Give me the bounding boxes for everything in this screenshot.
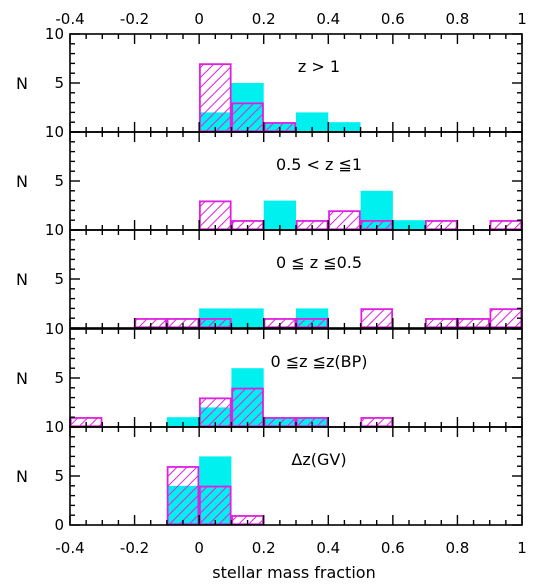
- panel-label: Δz(GV): [291, 450, 346, 469]
- y-tick-label: 5: [54, 369, 64, 387]
- bottom-x-tick-labels: -0.4 -0.2 0 0.2 0.4 0.6 0.8 1: [55, 539, 526, 557]
- top-x-tick-label: 0.6: [381, 10, 405, 28]
- y-tick-label: 10: [45, 221, 64, 239]
- panel-label: z > 1: [298, 57, 340, 76]
- top-x-tick-label: 0: [194, 10, 204, 28]
- y-tick-label: 10: [45, 123, 64, 141]
- top-x-tick-label: -0.4: [55, 10, 84, 28]
- top-x-tick-label: 0.2: [252, 10, 276, 28]
- top-x-tick-label: 0.8: [445, 10, 469, 28]
- panel-label: 0 ≦z ≦z(BP): [270, 352, 367, 371]
- y-axis-label: N: [16, 369, 28, 388]
- y-axis-label: N: [16, 270, 28, 289]
- y-tick-label: 10: [45, 418, 64, 436]
- histogram-panel: 5 10 N 0 ≦ z ≦0.5: [16, 221, 523, 329]
- y-axis-label: N: [16, 74, 28, 93]
- y-tick-label: 5: [54, 74, 64, 92]
- bottom-x-tick-label: 0.4: [316, 539, 340, 557]
- histogram-bar-filled: [296, 112, 329, 132]
- y-tick-label: 5: [54, 172, 64, 190]
- panel-label: 0 ≦ z ≦0.5: [276, 253, 362, 272]
- x-axis-label: stellar mass fraction: [212, 563, 375, 582]
- histogram-bar-hatched: [198, 485, 232, 526]
- histogram-panel: 5 10 N 0.5 < z ≦1: [16, 123, 523, 231]
- panel-frame: [69, 328, 523, 428]
- bottom-x-tick-label: 0.6: [381, 539, 405, 557]
- y-tick-label: 5: [54, 467, 64, 485]
- bottom-x-tick-label: -0.4: [55, 539, 84, 557]
- y-tick-label: 10: [45, 320, 64, 338]
- histogram-bar-hatched: [198, 397, 232, 428]
- histogram-bar-hatched: [231, 387, 264, 428]
- panels: 5 10 Nz > 1 5 10 N 0.5 < z ≦1 5 10 N 0 ≦ z ≦0.5 5 10…: [16, 25, 523, 534]
- top-x-tick-label: 0.4: [316, 10, 340, 28]
- bottom-x-tick-label: 0: [194, 539, 204, 557]
- panel-frame: [69, 426, 523, 526]
- bottom-x-tick-label: 0.8: [445, 539, 469, 557]
- histogram-bar-filled: [231, 308, 264, 328]
- bottom-x-tick-label: 0.2: [252, 539, 276, 557]
- histogram-bar-hatched: [198, 63, 232, 133]
- y-tick-label: 10: [45, 25, 64, 43]
- y-tick-label: 5: [54, 270, 64, 288]
- histogram-panel: 0 5 10 N Δz(GV): [16, 418, 523, 534]
- top-x-tick-labels: -0.4 -0.2 0 0.2 0.4 0.6 0.8 1: [55, 10, 526, 28]
- histogram-panel: 5 10 Nz > 1: [16, 25, 523, 133]
- top-x-tick-label: -0.2: [120, 10, 149, 28]
- top-x-tick-label: 1: [517, 10, 527, 28]
- histogram-panel: 5 10 N 0 ≦z ≦z(BP): [16, 320, 523, 428]
- bottom-x-tick-label: 1: [517, 539, 527, 557]
- panel-label: 0.5 < z ≦1: [276, 155, 362, 174]
- y-axis-label: N: [16, 172, 28, 191]
- y-axis-label: N: [16, 467, 28, 486]
- y-tick-label: 0: [54, 516, 64, 534]
- histogram-bar-hatched: [166, 466, 200, 526]
- bottom-x-tick-label: -0.2: [120, 539, 149, 557]
